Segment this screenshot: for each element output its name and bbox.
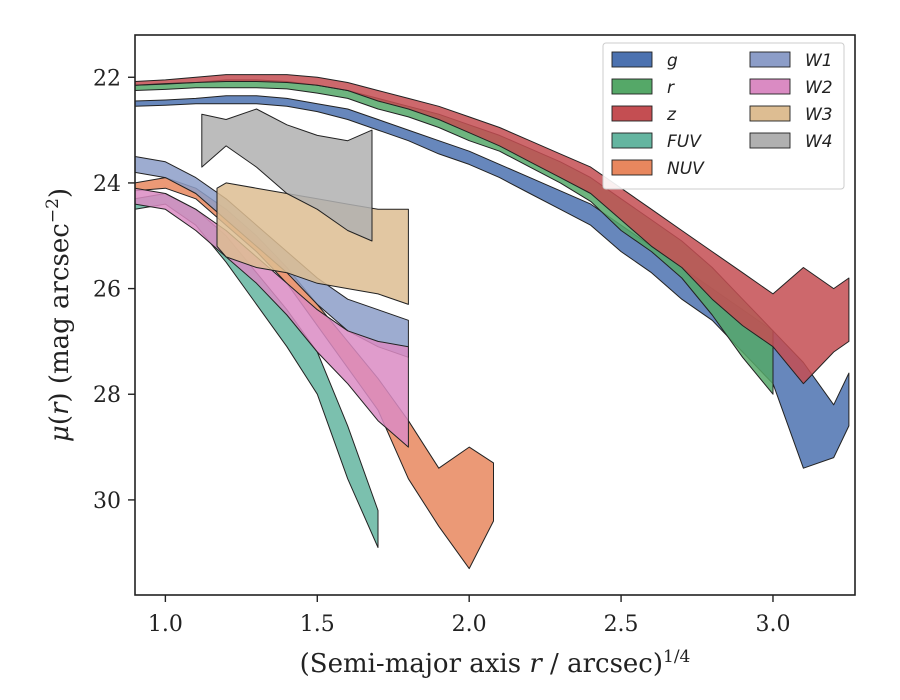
legend-swatch-g — [611, 51, 653, 68]
x-tick-label: 1.5 — [300, 612, 335, 637]
x-tick-label: 2.5 — [604, 612, 639, 637]
legend-label-fuv: FUV — [667, 132, 702, 152]
y-tick-label: 28 — [93, 383, 121, 408]
legend-label-w2: W2 — [805, 78, 833, 98]
y-tick-label: 22 — [93, 66, 121, 91]
legend-label-g: g — [667, 51, 678, 71]
band-g — [134, 95, 850, 469]
series-bands — [134, 74, 850, 570]
x-tick-label: 2.0 — [452, 612, 487, 637]
legend-label-w1: W1 — [805, 51, 833, 71]
legend-swatch-z — [611, 105, 653, 122]
legend-swatch-w1 — [749, 51, 791, 68]
legend-swatch-fuv — [611, 132, 653, 149]
band-w4 — [201, 108, 373, 242]
legend-label-z: z — [666, 105, 677, 125]
y-axis-ticks: 22 24 26 28 30 — [93, 66, 135, 514]
legend-label-r: r — [667, 78, 675, 98]
legend-label-nuv: NUV — [667, 159, 705, 179]
legend: grz FUV NUV W1 W2 W3 W4 — [602, 42, 845, 190]
legend-swatch-w2 — [749, 78, 791, 95]
x-tick-label: 3.0 — [755, 612, 790, 637]
plot-frame — [134, 34, 856, 596]
legend-swatch-nuv — [611, 159, 653, 176]
y-tick-label: 24 — [93, 172, 121, 197]
y-tick-label: 30 — [93, 489, 121, 514]
legend-swatch-r — [611, 78, 653, 95]
y-axis-label: μ(r) (mag arcsec−2) — [43, 188, 75, 442]
band-z — [134, 74, 850, 385]
x-axis-ticks: 1.0 1.5 2.0 2.5 3.0 — [148, 595, 790, 637]
legend-swatch-w4 — [749, 132, 791, 149]
legend-label-w3: W3 — [805, 105, 833, 125]
x-tick-label: 1.0 — [148, 612, 183, 637]
x-axis-label: (Semi-major axis r / arcsec)1/4 — [300, 647, 691, 679]
legend-label-w4: W4 — [805, 132, 833, 152]
y-tick-label: 26 — [93, 278, 121, 303]
legend-swatch-w3 — [749, 105, 791, 122]
